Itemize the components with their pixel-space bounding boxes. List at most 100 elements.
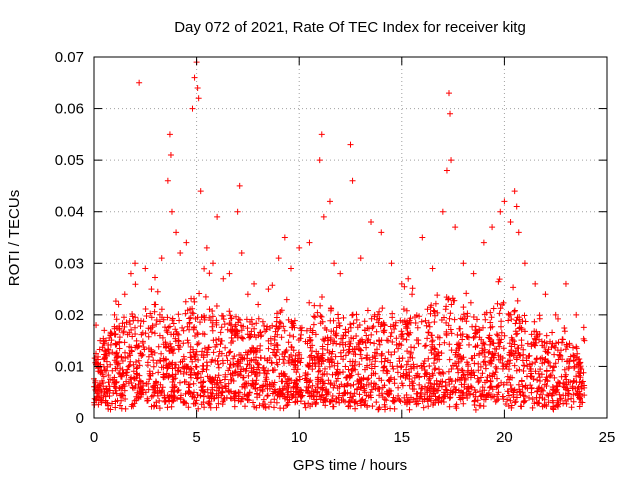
data-point — [489, 224, 496, 231]
x-tick-label: 20 — [496, 429, 513, 446]
data-point — [443, 167, 450, 174]
data-point — [148, 286, 155, 293]
data-point — [501, 198, 508, 205]
data-point — [194, 84, 201, 91]
data-point — [511, 188, 518, 195]
y-tick-label: 0 — [76, 410, 84, 427]
data-point — [265, 286, 272, 293]
y-axis-label: ROTI / TECUs — [6, 190, 23, 286]
data-point — [347, 141, 354, 148]
data-point — [573, 311, 580, 318]
data-point — [197, 188, 204, 195]
data-point — [166, 131, 173, 138]
data-point — [136, 79, 143, 86]
data-point — [164, 177, 171, 184]
data-point — [287, 265, 294, 272]
data-points — [93, 59, 588, 344]
data-point — [236, 182, 243, 189]
data-point — [447, 110, 454, 117]
data-point — [191, 74, 198, 81]
x-tick-label: 25 — [599, 429, 616, 446]
data-point — [398, 280, 405, 287]
data-point — [203, 244, 210, 251]
data-point — [357, 255, 364, 262]
data-point — [368, 219, 375, 226]
data-point — [214, 213, 221, 220]
x-tick-label: 10 — [291, 429, 308, 446]
data-point — [238, 249, 245, 256]
y-tick-label: 0.05 — [55, 152, 84, 169]
data-point — [255, 301, 262, 308]
data-point — [226, 270, 233, 277]
data-point — [409, 291, 416, 298]
data-point — [195, 95, 202, 102]
noise-band — [91, 265, 588, 413]
y-tick-label: 0.03 — [55, 255, 84, 272]
data-point — [189, 105, 196, 112]
data-point — [388, 260, 395, 267]
data-point — [251, 280, 258, 287]
data-point — [111, 311, 118, 318]
data-point — [349, 177, 356, 184]
data-point — [513, 203, 520, 210]
data-point — [316, 157, 323, 164]
data-point — [521, 260, 528, 267]
data-point — [445, 90, 452, 97]
data-point — [552, 311, 559, 318]
x-tick-label: 0 — [90, 429, 98, 446]
data-point — [142, 265, 149, 272]
data-point — [581, 337, 588, 344]
data-point — [378, 229, 385, 236]
data-point — [460, 260, 467, 267]
data-point — [320, 213, 327, 220]
data-point — [507, 219, 514, 226]
data-point — [210, 260, 217, 267]
chart-title: Day 072 of 2021, Rate Of TEC Index for r… — [174, 19, 526, 36]
y-tick-label: 0.04 — [55, 204, 84, 221]
data-point — [306, 239, 313, 246]
data-point — [234, 208, 241, 215]
data-point — [127, 270, 134, 277]
data-point — [167, 151, 174, 158]
data-point — [429, 265, 436, 272]
data-point — [101, 327, 108, 334]
data-point — [497, 208, 504, 215]
data-point — [107, 332, 114, 339]
data-point — [296, 244, 303, 251]
data-point — [470, 270, 477, 277]
data-point — [97, 337, 104, 344]
y-tick-label: 0.07 — [55, 49, 84, 66]
data-point — [448, 157, 455, 164]
x-tick-label: 15 — [393, 429, 410, 446]
data-point — [318, 131, 325, 138]
data-point — [532, 280, 539, 287]
data-point — [244, 291, 251, 298]
data-point — [220, 275, 227, 282]
data-point — [542, 291, 549, 298]
x-tick-label: 5 — [192, 429, 200, 446]
data-point — [452, 224, 459, 231]
data-point — [331, 260, 338, 267]
data-point — [173, 229, 180, 236]
data-point — [183, 239, 190, 246]
data-point — [337, 270, 344, 277]
data-point — [152, 301, 159, 308]
data-point — [562, 280, 569, 287]
noise-layer — [91, 265, 588, 413]
data-point — [132, 260, 139, 267]
data-point — [158, 255, 165, 262]
data-point — [121, 291, 128, 298]
data-point — [275, 255, 282, 262]
data-point — [419, 234, 426, 241]
data-point — [177, 249, 184, 256]
y-tick-label: 0.06 — [55, 101, 84, 118]
x-axis-label: GPS time / hours — [293, 457, 407, 474]
data-point — [281, 234, 288, 241]
data-point — [439, 208, 446, 215]
y-tick-label: 0.01 — [55, 358, 84, 375]
y-tick-label: 0.02 — [55, 307, 84, 324]
axes-layer: 0 5 10 15 20 25 0 0.01 0.02 0.03 0.04 0.05 0.06 0.07 — [55, 49, 616, 446]
data-point — [326, 198, 333, 205]
data-point — [515, 229, 522, 236]
